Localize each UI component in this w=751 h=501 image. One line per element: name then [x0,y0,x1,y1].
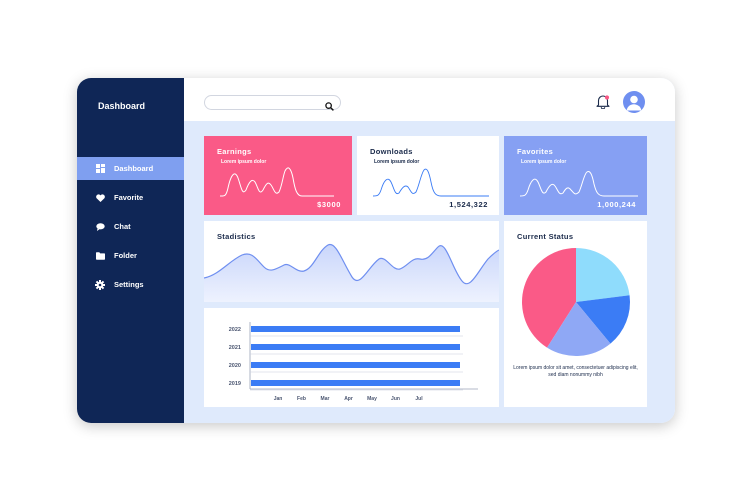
sidebar-item-chat[interactable]: Chat [77,215,184,238]
statistics-area-chart [204,243,499,302]
sidebar-item-folder[interactable]: Folder [77,244,184,267]
current-status-card: Current Status Lorem ipsum dolor sit ame… [504,221,647,407]
pie-slice-0 [522,248,576,348]
card-title: Current Status [517,232,574,241]
favorites-sparkline [519,171,638,197]
card-value: 1,524,322 [449,200,488,209]
sidebar-item-label: Chat [114,222,131,231]
card-subtitle: Lorem ipsum dolor [221,159,267,165]
chat-bubble-icon [95,222,105,232]
main-area: Earnings Lorem ipsum dolor $3000 Downloa… [184,78,675,423]
gear-icon [95,279,105,290]
card-title: Downloads [370,147,413,156]
statistics-card: Stadistics [204,221,499,302]
earnings-card: Earnings Lorem ipsum dolor $3000 [204,136,352,215]
yearly-bar-chart-card: 2022 2021 2020 2019 Jan Feb Mar Apr May Jun Jul [204,308,499,407]
bar-2019 [251,380,460,386]
pie-slice-2 [576,295,630,344]
app-window: Dashboard Dashboard Favorite Chat Folder [77,78,675,423]
yearly-bar-chart: 2022 2021 2020 2019 Jan Feb Mar Apr May Jun Jul [229,322,478,402]
x-tick-label: Apr [344,396,353,402]
bell-icon[interactable] [596,94,610,114]
x-tick-label: Mar [321,396,330,402]
x-tick-label: Feb [297,396,306,402]
card-value: 1,000,244 [597,200,636,209]
search-icon[interactable] [325,98,334,116]
pie-slice-3 [547,302,611,356]
sidebar-item-label: Folder [114,251,137,260]
card-value: $3000 [317,200,341,209]
bar-2021 [251,344,460,350]
card-subtitle: Lorem ipsum dolor [521,159,567,165]
x-tick-label: Jul [415,396,423,402]
folder-icon [95,251,105,261]
bar-2020 [251,362,460,368]
card-title: Stadistics [217,232,256,241]
sidebar-item-label: Dashboard [114,164,154,173]
x-tick-label: May [367,396,377,402]
user-avatar-icon[interactable] [623,91,645,113]
pie-slice-1 [576,248,630,302]
y-tick-label: 2021 [229,345,241,351]
status-pie-chart [522,248,630,356]
y-tick-label: 2020 [229,363,241,369]
y-tick-label: 2019 [229,381,241,387]
top-bar [184,78,675,121]
sidebar-item-favorite[interactable]: Favorite [77,186,184,209]
card-title: Favorites [517,147,554,156]
x-tick-label: Jun [391,396,400,402]
card-subtitle: Lorem ipsum dolor [374,159,420,165]
grid-icon [95,164,105,174]
heart-icon [95,193,105,203]
sidebar-item-settings[interactable]: Settings [77,273,184,296]
status-description: Lorem ipsum dolor sit amet, consectetuer… [513,365,638,378]
sidebar: Dashboard Dashboard Favorite Chat Folder [77,78,184,423]
downloads-card: Downloads Lorem ipsum dolor 1,524,322 [357,136,499,215]
sidebar-item-label: Favorite [114,193,144,202]
search-input[interactable] [211,97,321,108]
x-tick-label: Jan [274,396,283,402]
bar-2022 [251,326,460,332]
sidebar-title: Dashboard [98,101,146,111]
downloads-sparkline [372,168,489,197]
card-title: Earnings [217,147,252,156]
earnings-sparkline [219,167,334,197]
favorites-card: Favorites Lorem ipsum dolor 1,000,244 [504,136,647,215]
y-tick-label: 2022 [229,327,241,333]
sidebar-item-label: Settings [114,280,144,289]
search-bar[interactable] [204,95,341,111]
sidebar-item-dashboard[interactable]: Dashboard [77,157,184,180]
